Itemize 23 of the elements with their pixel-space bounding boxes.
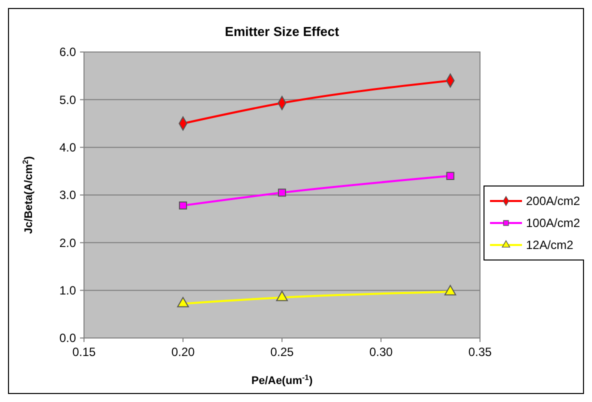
x-tick-label: 0.15 <box>72 345 96 359</box>
y-tick-label: 2.0 <box>59 236 76 250</box>
legend-label: 12A/cm2 <box>526 238 574 252</box>
x-tick-label: 0.25 <box>270 345 294 359</box>
y-tick-label: 5.0 <box>59 92 76 107</box>
y-tick-label: 3.0 <box>59 188 76 202</box>
point <box>177 296 189 308</box>
y-tick-label: 6.0 <box>59 45 76 60</box>
y-tick-label: 1.0 <box>59 284 76 298</box>
x-tick-label: 0.35 <box>468 345 492 359</box>
legend-label: 200A/cm2 <box>526 194 580 208</box>
x-tick-label: 0.20 <box>171 345 195 359</box>
point <box>178 201 188 210</box>
y-tick-label: 4.0 <box>59 140 76 155</box>
chart-title: Emitter Size Effect <box>224 24 340 39</box>
y-tick-label: 0.0 <box>59 331 76 346</box>
point <box>446 172 454 180</box>
point <box>278 188 286 197</box>
point <box>444 285 456 296</box>
x-axis-title: Pe/Ae(um$^{-1}$) <box>251 372 313 387</box>
x-tick-label: 0.30 <box>369 345 393 359</box>
legend-label: 100A/cm2 <box>526 216 580 230</box>
point <box>276 290 288 302</box>
